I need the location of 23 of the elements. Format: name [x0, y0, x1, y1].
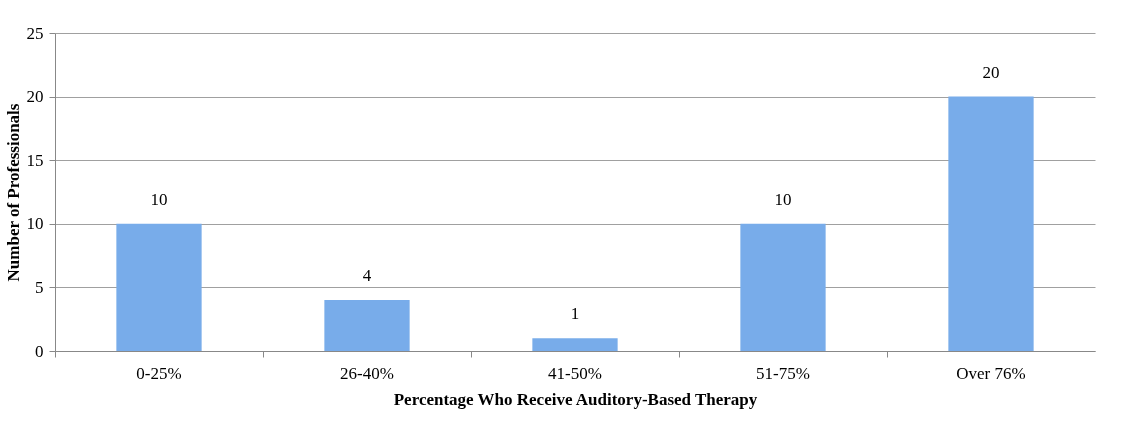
x-tick-label: 51-75% — [756, 363, 810, 383]
bar — [948, 96, 1034, 351]
x-tick-label: 0-25% — [136, 363, 182, 383]
data-label: 20 — [982, 62, 1000, 82]
y-tick-label: 10 — [26, 214, 44, 234]
y-tick-label: 25 — [26, 23, 44, 43]
y-tick-label: 5 — [35, 277, 44, 297]
data-label: 4 — [362, 266, 372, 286]
data-label: 10 — [150, 189, 168, 209]
bar — [324, 300, 410, 351]
x-axis-title: Percentage Who Receive Auditory-Based Therapy — [393, 389, 758, 409]
bar — [116, 223, 202, 351]
x-tick-label: 41-50% — [548, 363, 602, 383]
x-tick-label: 26-40% — [340, 363, 394, 383]
data-label: 1 — [570, 304, 580, 324]
data-label: 10 — [774, 189, 792, 209]
y-tick-label: 0 — [35, 341, 44, 361]
y-tick-label: 15 — [26, 150, 44, 170]
y-tick-label: 20 — [26, 87, 44, 107]
bar — [532, 338, 618, 351]
bar — [740, 223, 826, 351]
y-axis-title: Number of Professionals — [3, 103, 23, 282]
x-tick-label: Over 76% — [956, 363, 1026, 383]
